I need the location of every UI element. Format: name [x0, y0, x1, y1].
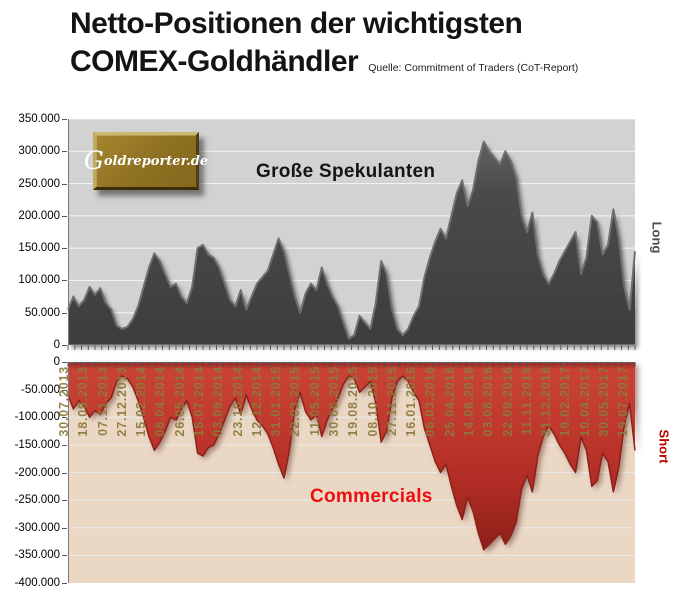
x-axis-label: 27.11.2015: [384, 366, 399, 436]
y-axis-tick: [62, 345, 67, 346]
y-axis-tick: [62, 527, 67, 529]
commercials-plot: Commercials: [67, 362, 636, 583]
y-axis-label: 200.000: [18, 209, 60, 222]
x-axis-label: 30.06.2015: [327, 366, 341, 437]
y-axis-label: -300.000: [14, 521, 60, 534]
x-axis-label: 22.09.2016: [500, 366, 515, 437]
chart-title-line2-text: COMEX-Goldhändler: [70, 45, 359, 78]
x-axis-label: 14.06.2016: [462, 366, 476, 437]
y-axis-tick: [62, 248, 67, 250]
short-axis-label: Short: [656, 429, 672, 464]
y-axis-tick: [62, 215, 67, 217]
commercials-area-chart: [67, 362, 636, 583]
y-axis-tick: [62, 151, 67, 153]
commercials-area: [68, 362, 635, 550]
y-axis-tick: [62, 389, 67, 391]
y-axis-tick: [62, 119, 67, 120]
speculators-area-chart: [67, 118, 636, 350]
x-axis-label: 19.02.2017: [558, 366, 573, 437]
long-axis-label: Long: [649, 221, 665, 254]
x-axis-label: 11.05.2015: [307, 366, 322, 436]
x-axis-label: 25.04.2016: [442, 366, 457, 437]
y-axis-label: -150.000: [14, 438, 60, 451]
y-axis-label: -50.000: [20, 383, 60, 396]
x-axis-label: 22.03.2015: [288, 366, 303, 437]
source-note: Quelle: Commitment of Traders (CoT-Repor…: [368, 62, 579, 74]
y-axis-label: -400.000: [14, 577, 60, 589]
y-axis-tick: [62, 500, 67, 502]
commercials-edge: [67, 375, 636, 551]
speculators-edge: [67, 140, 636, 340]
x-axis-label: 26.05.2014: [172, 366, 187, 437]
y-axis-label: 0: [53, 339, 60, 351]
x-axis-label: 11.11.2016: [519, 366, 534, 436]
y-axis-label: 0: [53, 356, 60, 368]
y-axis-label: 50.000: [24, 306, 60, 319]
x-axis-label: 10.04.2017: [577, 366, 592, 437]
x-axis-label: 30.07.2013: [57, 366, 71, 437]
y-axis-tick: [62, 583, 67, 584]
y-axis-label: -200.000: [14, 466, 60, 479]
x-axis-label: 16.01.2016: [404, 366, 419, 437]
speculators-label: Große Spekulanten: [256, 161, 436, 182]
x-axis-label: 06.04.2014: [153, 366, 168, 437]
x-axis-label: 18.09.2013: [76, 366, 91, 437]
x-axis-label: 12.12.2014: [249, 366, 264, 437]
x-axis-label: 31.12.2016: [539, 366, 554, 437]
x-axis-label: 31.01.2015: [269, 366, 284, 437]
x-axis-label: 03.08.2016: [481, 366, 496, 437]
x-axis-label: 27.12.2013: [114, 366, 129, 437]
y-axis-tick: [62, 555, 67, 557]
y-axis-tick: [62, 417, 67, 419]
speculators-area: [68, 141, 635, 345]
y-axis-label: -250.000: [14, 494, 60, 507]
y-axis-tick: [62, 472, 67, 474]
x-axis-label: 15.02.2014: [134, 366, 149, 437]
title-block: Netto-Positionen der wichtigsten COMEX-G…: [70, 5, 578, 87]
y-axis-tick: [62, 312, 67, 314]
y-axis-label: -350.000: [14, 549, 60, 562]
x-axis-label: 06.03.2016: [423, 366, 438, 437]
x-axis-label: 03.09.2014: [211, 366, 226, 437]
logo-text: oldreporter.de: [103, 153, 209, 169]
x-axis-label: 07.11.2013: [95, 366, 110, 436]
chart-title-line1: Netto-Positionen der wichtigsten: [70, 7, 523, 40]
y-axis-label: 100.000: [18, 274, 60, 287]
y-axis-tick: [62, 444, 67, 446]
x-axis-label: 19.07.2017: [616, 366, 631, 437]
y-axis-label: 300.000: [18, 145, 60, 158]
y-axis-label: 150.000: [18, 242, 60, 255]
commercials-label: Commercials: [310, 486, 433, 507]
y-axis-tick: [62, 183, 67, 185]
y-axis-tick: [62, 362, 67, 363]
x-axis-label: 23.10.2014: [230, 366, 245, 437]
y-axis-label: 350.000: [18, 113, 60, 125]
x-axis-label: 30.05.2017: [597, 366, 611, 437]
logo-initial: G: [83, 146, 104, 175]
chart-title-line2: COMEX-Goldhändler Quelle: Commitment of T…: [70, 43, 578, 87]
x-axis-label: 15.07.2014: [192, 366, 206, 437]
x-axis-label: 08.10.2015: [365, 366, 380, 437]
y-axis-label: -100.000: [14, 411, 60, 424]
x-axis-label: 19.08.2015: [346, 366, 361, 437]
y-axis-tick: [62, 280, 67, 282]
y-axis-label: 250.000: [18, 177, 60, 190]
